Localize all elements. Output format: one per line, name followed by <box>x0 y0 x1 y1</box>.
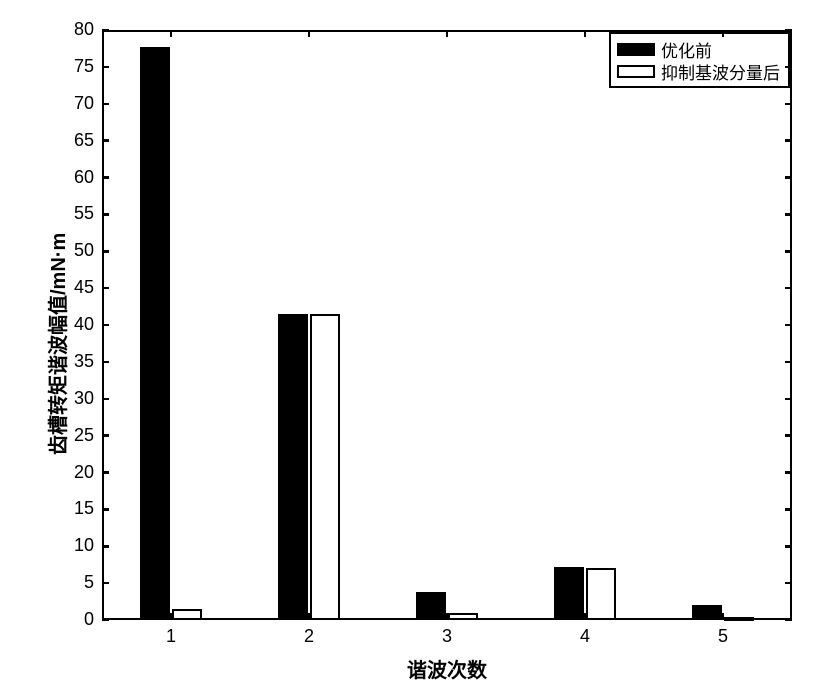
y-tick <box>785 471 792 474</box>
y-tick <box>785 545 792 548</box>
y-tick <box>785 103 792 106</box>
x-tick <box>584 30 587 37</box>
y-tick-label: 45 <box>74 277 94 298</box>
bar <box>724 617 754 621</box>
y-tick-label: 40 <box>74 314 94 335</box>
y-tick-label: 60 <box>74 167 94 188</box>
y-tick <box>102 545 109 548</box>
y-tick-label: 50 <box>74 240 94 261</box>
x-tick-label: 5 <box>718 626 728 647</box>
bar <box>554 567 584 620</box>
y-tick-label: 30 <box>74 388 94 409</box>
y-tick <box>785 398 792 401</box>
y-tick <box>785 582 792 585</box>
y-tick <box>102 213 109 216</box>
y-tick-label: 65 <box>74 130 94 151</box>
y-tick <box>102 324 109 327</box>
y-tick <box>102 361 109 364</box>
y-tick <box>785 434 792 437</box>
y-tick-label: 75 <box>74 56 94 77</box>
y-tick <box>785 324 792 327</box>
y-tick <box>102 103 109 106</box>
legend-swatch <box>617 65 655 78</box>
y-tick <box>102 66 109 69</box>
x-tick-label: 2 <box>304 626 314 647</box>
y-tick-label: 20 <box>74 462 94 483</box>
plot-area <box>102 30 792 620</box>
legend-label: 抑制基波分量后 <box>661 59 780 84</box>
y-tick-label: 25 <box>74 425 94 446</box>
y-tick-label: 55 <box>74 203 94 224</box>
y-tick <box>102 398 109 401</box>
y-tick <box>785 29 792 32</box>
y-tick <box>785 250 792 253</box>
x-tick-label: 3 <box>442 626 452 647</box>
y-tick <box>785 66 792 69</box>
x-tick <box>308 30 311 37</box>
legend-item: 抑制基波分量后 <box>617 60 780 82</box>
chart-container: 齿槽转矩谐波幅值/mN·m 谐波次数 优化前抑制基波分量后 0510152025… <box>0 0 840 693</box>
bar <box>140 47 170 620</box>
x-tick <box>170 30 173 37</box>
y-tick <box>785 619 792 622</box>
y-tick-label: 35 <box>74 351 94 372</box>
y-tick <box>785 361 792 364</box>
y-tick <box>785 287 792 290</box>
legend: 优化前抑制基波分量后 <box>609 32 790 88</box>
bar <box>692 605 722 620</box>
y-tick <box>102 471 109 474</box>
y-tick <box>102 176 109 179</box>
y-tick <box>785 176 792 179</box>
y-tick-label: 10 <box>74 535 94 556</box>
y-tick <box>785 213 792 216</box>
y-tick <box>102 619 109 622</box>
bar <box>448 613 478 620</box>
y-tick <box>102 508 109 511</box>
y-tick-label: 70 <box>74 93 94 114</box>
x-tick-label: 4 <box>580 626 590 647</box>
y-tick-label: 0 <box>84 609 94 630</box>
y-axis-label: 齿槽转矩谐波幅值/mN·m <box>42 233 71 455</box>
y-tick <box>102 29 109 32</box>
y-tick-label: 80 <box>74 19 94 40</box>
bar <box>172 609 202 620</box>
x-tick-label: 1 <box>166 626 176 647</box>
bar <box>416 592 446 620</box>
bar <box>310 314 340 620</box>
bar <box>586 568 616 620</box>
legend-item: 优化前 <box>617 38 780 60</box>
x-axis-label: 谐波次数 <box>407 654 487 683</box>
y-tick <box>785 139 792 142</box>
y-tick <box>102 434 109 437</box>
x-tick <box>446 30 449 37</box>
bar <box>278 314 308 620</box>
y-tick <box>102 139 109 142</box>
y-tick-label: 15 <box>74 498 94 519</box>
y-tick <box>102 582 109 585</box>
x-tick <box>722 30 725 37</box>
y-tick <box>102 250 109 253</box>
y-tick <box>785 508 792 511</box>
legend-swatch <box>617 43 655 56</box>
y-tick <box>102 287 109 290</box>
y-tick-label: 5 <box>84 572 94 593</box>
